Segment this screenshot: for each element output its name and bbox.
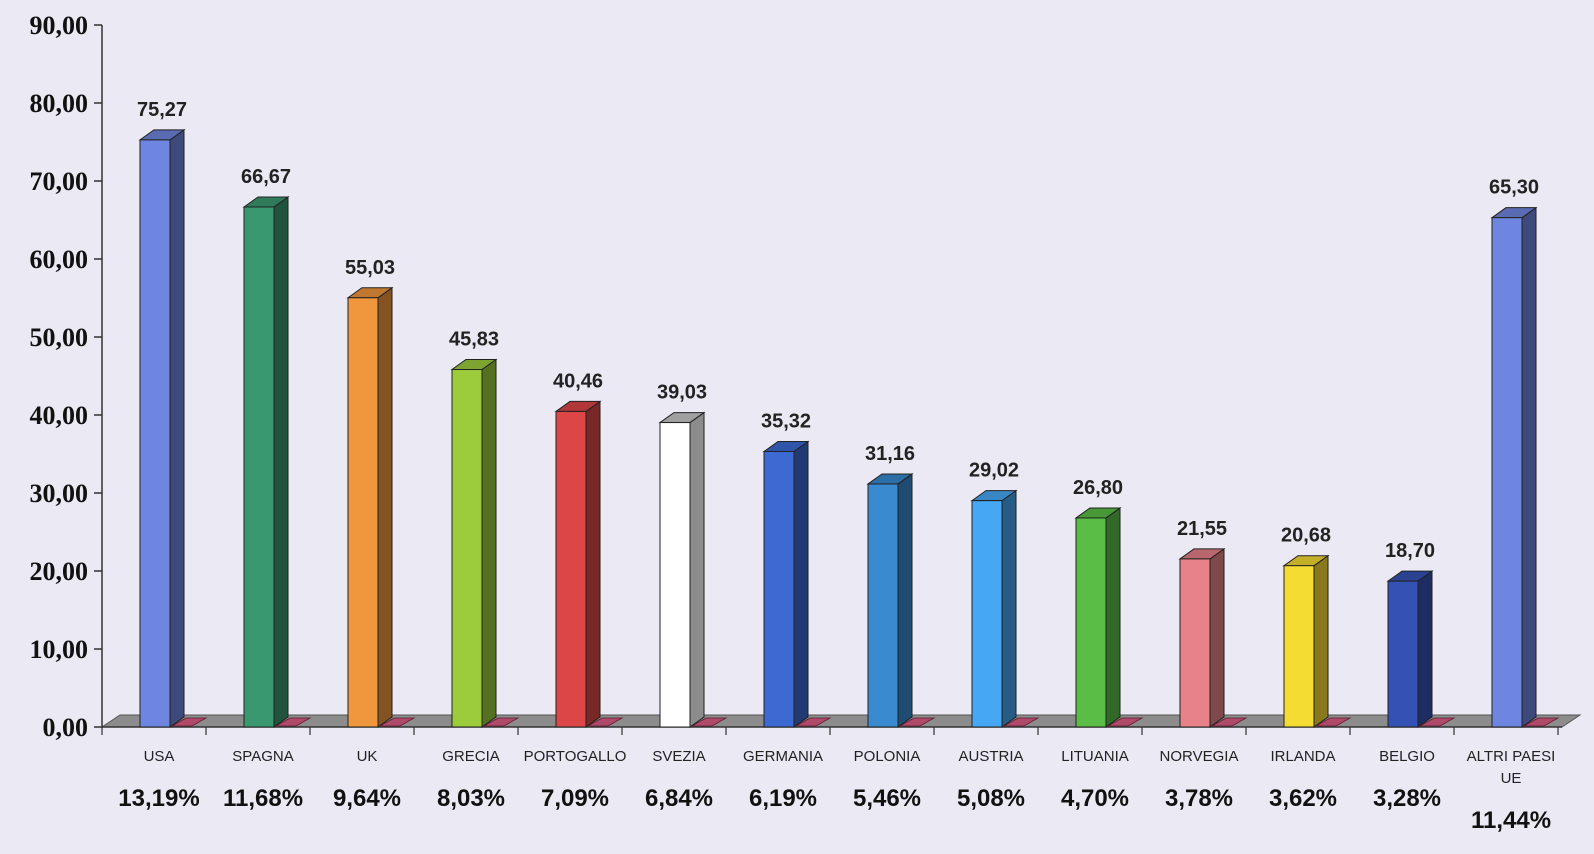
bar-floor-marker [1002, 717, 1040, 727]
y-tick-label: 90,00 [30, 11, 89, 40]
y-tick-label: 30,00 [30, 479, 89, 508]
bar-floor-marker [586, 717, 624, 727]
percentage-label: 5,08% [957, 785, 1025, 812]
bar-side [481, 358, 497, 728]
bar-side [1001, 489, 1017, 728]
bar [347, 297, 379, 728]
value-label: 75,27 [137, 99, 187, 121]
bar [1179, 558, 1211, 728]
percentage-label: 11,68% [223, 785, 303, 812]
percentage-label: 3,62% [1269, 785, 1337, 812]
category-label: BELGIO [1379, 748, 1435, 765]
bar [763, 451, 795, 728]
category-label: UK [357, 748, 378, 765]
category-label: PORTOGALLO [524, 748, 627, 765]
y-tick-label: 50,00 [30, 323, 89, 352]
bar [971, 500, 1003, 728]
value-label: 35,32 [761, 411, 811, 433]
percentage-label: 3,28% [1373, 785, 1441, 812]
bar [139, 139, 171, 728]
percentage-label: 8,03% [437, 785, 505, 812]
percentage-label: 4,70% [1061, 785, 1129, 812]
bar-side [1521, 206, 1537, 728]
percentage-label: 3,78% [1165, 785, 1233, 812]
bar-floor-marker [1522, 717, 1560, 727]
bar-side [585, 400, 601, 728]
bar-side [1105, 506, 1121, 728]
category-label: USA [144, 748, 175, 765]
bar [1075, 517, 1107, 728]
y-tick-label: 0,00 [43, 713, 89, 742]
percentage-label: 5,46% [853, 785, 921, 812]
bar-floor-marker [794, 717, 832, 727]
bar-side [377, 286, 393, 728]
value-label: 21,55 [1177, 518, 1227, 540]
y-tick-label: 10,00 [30, 635, 89, 664]
value-label: 29,02 [969, 460, 1019, 482]
category-label: GRECIA [442, 748, 500, 765]
value-label: 66,67 [241, 166, 291, 188]
bar-floor-marker [482, 717, 520, 727]
category-label: GERMANIA [743, 748, 823, 765]
percentage-label: 11,44% [1471, 807, 1551, 834]
y-tick-label: 70,00 [30, 167, 89, 196]
bar [1491, 217, 1523, 728]
bar [1283, 565, 1315, 728]
percentage-label: 9,64% [333, 785, 401, 812]
category-label: SVEZIA [652, 748, 705, 765]
bar [659, 422, 691, 728]
y-tick-label: 40,00 [30, 401, 89, 430]
bar-side [169, 128, 185, 728]
category-label: ALTRI PAESI [1467, 748, 1556, 765]
bar [451, 369, 483, 728]
bar-floor-marker [1210, 717, 1248, 727]
value-label: 65,30 [1489, 177, 1539, 199]
percentage-label: 6,19% [749, 785, 817, 812]
bar [1387, 580, 1419, 728]
bar [555, 410, 587, 728]
category-label: AUSTRIA [958, 748, 1023, 765]
bar-floor-marker [898, 717, 936, 727]
bar-side [793, 440, 809, 728]
value-label: 55,03 [345, 257, 395, 279]
bar-floor-marker [274, 717, 312, 727]
category-label: UE [1501, 770, 1522, 787]
bar [243, 206, 275, 728]
bar-side [1313, 554, 1329, 728]
value-label: 39,03 [657, 382, 707, 404]
y-tick-label: 80,00 [30, 89, 89, 118]
bar [867, 483, 899, 728]
value-label: 20,68 [1281, 525, 1331, 547]
chart-floor [100, 714, 1582, 728]
value-label: 26,80 [1073, 477, 1123, 499]
bar-floor-marker [170, 717, 208, 727]
value-label: 31,16 [865, 443, 915, 465]
category-label: IRLANDA [1270, 748, 1335, 765]
category-label: NORVEGIA [1160, 748, 1239, 765]
bar-floor-marker [1418, 717, 1456, 727]
category-label: SPAGNA [232, 748, 293, 765]
category-label: LITUANIA [1061, 748, 1129, 765]
bar-floor-marker [1106, 717, 1144, 727]
percentage-label: 7,09% [541, 785, 609, 812]
bar-floor-marker [690, 717, 728, 727]
value-label: 18,70 [1385, 540, 1435, 562]
bar-side [689, 411, 705, 728]
bar-side [897, 472, 913, 728]
percentage-label: 6,84% [645, 785, 713, 812]
category-label: POLONIA [854, 748, 921, 765]
bar-side [1209, 547, 1225, 728]
bar-side [273, 196, 289, 728]
value-label: 45,83 [449, 329, 499, 351]
y-tick-label: 20,00 [30, 557, 89, 586]
percentage-label: 13,19% [118, 785, 199, 812]
value-label: 40,46 [553, 370, 603, 392]
bar-floor-marker [378, 717, 416, 727]
bar-side [1417, 570, 1433, 728]
y-tick-label: 60,00 [30, 245, 89, 274]
bar-floor-marker [1314, 717, 1352, 727]
